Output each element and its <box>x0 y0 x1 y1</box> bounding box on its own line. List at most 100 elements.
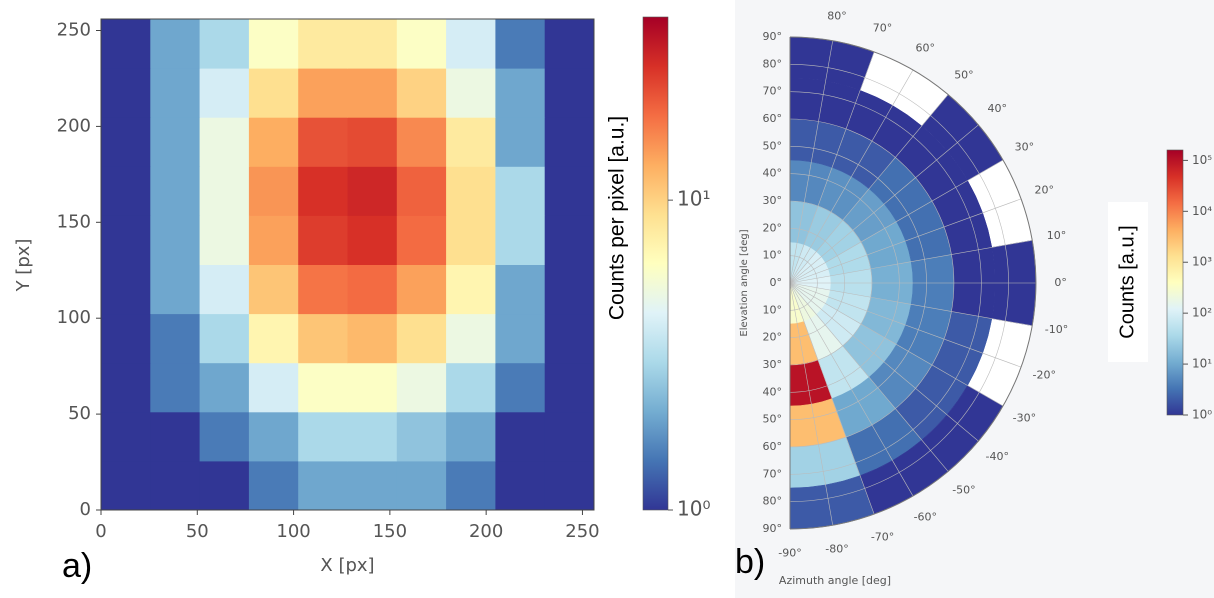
outer-arc <box>789 36 1037 530</box>
y-tick-label: 80° <box>763 57 783 70</box>
spoke-grid-line <box>789 282 914 497</box>
heatmap-cell <box>101 460 151 511</box>
colorbar-tick-label: 10² <box>1192 306 1212 320</box>
heatmap-cell <box>347 19 398 69</box>
x-tick-label: 0 <box>95 521 106 542</box>
colorbar <box>1166 149 1184 416</box>
theta-tick-label: -40° <box>986 450 1009 463</box>
theta-tick-label: 40° <box>988 102 1008 115</box>
theta-tick-label: -80° <box>825 542 848 555</box>
colorbar-tick-label: 10⁰ <box>677 497 710 521</box>
colorbar-tick-label: 10¹ <box>677 187 710 211</box>
spoke-grid-line <box>789 94 949 284</box>
heatmap-cell <box>199 166 250 216</box>
theta-tick-label: 30° <box>1015 141 1035 154</box>
x-axis-label: Azimuth angle [deg] <box>779 574 891 587</box>
spoke-grid-line <box>789 282 949 472</box>
theta-tick-label: -60° <box>914 510 937 523</box>
spoke-grid-line <box>789 159 1004 284</box>
y-tick-label: 100 <box>57 307 91 328</box>
colorbar-tick-label: 10³ <box>1192 255 1212 269</box>
heatmap-cell <box>396 362 447 413</box>
heatmap-cell <box>199 19 250 69</box>
heatmap-cell <box>396 460 447 511</box>
heatmap-cell <box>446 411 496 462</box>
heatmap-cell <box>199 215 250 265</box>
theta-tick-label: 20° <box>1035 183 1055 196</box>
plot-frame <box>100 18 595 511</box>
spoke-grid-line <box>789 124 979 284</box>
colorbar <box>642 16 669 511</box>
y-axis-label: Y [px] <box>13 239 34 293</box>
heatmap-cell <box>248 19 299 69</box>
y-tick-label: 70° <box>763 85 783 98</box>
heatmap-cell <box>446 215 496 265</box>
spoke-grid-line <box>789 282 875 515</box>
theta-tick-label: -30° <box>1013 411 1036 424</box>
heatmap-cell <box>248 68 299 118</box>
heatmap-cell <box>396 411 447 462</box>
y-tick-label: 60° <box>763 112 783 125</box>
heatmap-cell <box>446 313 496 364</box>
heatmap-cell <box>199 313 250 364</box>
heatmap-cell <box>347 460 398 511</box>
spoke-grid-line <box>789 282 834 526</box>
y-tick-label: 60° <box>763 440 783 453</box>
x-tick-label: 250 <box>565 521 599 542</box>
heatmap-cell <box>150 215 201 265</box>
theta-tick-label: 0° <box>1054 276 1067 289</box>
y-axis-label: Elevation angle [deg] <box>739 229 750 336</box>
theta-tick-label: 70° <box>873 22 893 35</box>
heatmap-cell <box>446 460 496 511</box>
heatmap-cell <box>544 264 595 315</box>
theta-tick-label: -50° <box>952 483 975 496</box>
heatmap-cell <box>495 215 546 265</box>
heatmap-cell <box>347 68 398 118</box>
heatmap-cell <box>544 19 595 69</box>
heatmap-cell <box>298 117 348 167</box>
heatmap-cell <box>495 411 546 462</box>
colorbar-label: Counts [a.u.] <box>1116 225 1138 338</box>
spoke-grid-line <box>789 239 1033 284</box>
heatmap-cell <box>150 411 201 462</box>
heatmap-cell <box>248 362 299 413</box>
theta-tick-label: 50° <box>954 69 974 82</box>
heatmap-cell <box>495 264 546 315</box>
heatmap-cell <box>544 68 595 118</box>
theta-tick-label: -90° <box>778 547 801 560</box>
heatmap-cell <box>544 215 595 265</box>
colorbar-tick-label: 10⁰ <box>1192 408 1212 422</box>
y-tick-label: 200 <box>57 115 91 136</box>
heatmap-cell <box>396 215 447 265</box>
heatmap-cell <box>101 313 151 364</box>
heatmap-cell <box>446 68 496 118</box>
y-tick-label: 30° <box>763 194 783 207</box>
heatmap-cell <box>298 313 348 364</box>
spoke-grid-line <box>789 198 1022 284</box>
y-tick-label: 10° <box>763 249 783 262</box>
y-tick-label: 50° <box>763 139 783 152</box>
heatmap-cell <box>101 68 151 118</box>
y-tick-label: 0 <box>80 499 91 520</box>
y-tick-label: 150 <box>57 211 91 232</box>
heatmap-cell <box>347 215 398 265</box>
colorbar-label: Counts per pixel [a.u.] <box>606 116 629 320</box>
heatmap-cell <box>248 264 299 315</box>
panel-label: b) <box>735 543 765 581</box>
heatmap-cell <box>495 68 546 118</box>
panel-label: a) <box>62 547 92 585</box>
x-tick-label: 200 <box>469 521 503 542</box>
spoke-grid-line <box>789 282 1022 368</box>
heatmap-cell <box>347 117 398 167</box>
spoke-grid-line <box>789 69 914 284</box>
theta-tick-label: 60° <box>916 42 936 55</box>
heatmap-cell <box>396 68 447 118</box>
heatmap-cell <box>495 166 546 216</box>
heatmap-cell <box>101 264 151 315</box>
heatmap-cell <box>347 411 398 462</box>
heatmap-cell <box>101 411 151 462</box>
heatmap-cell <box>396 166 447 216</box>
heatmap-cell <box>101 362 151 413</box>
heatmap-cell <box>199 362 250 413</box>
y-tick-label: 10° <box>763 303 783 316</box>
